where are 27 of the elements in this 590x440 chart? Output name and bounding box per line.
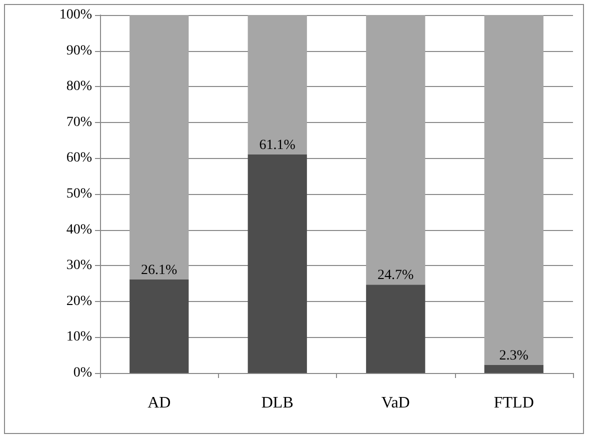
- bar: [248, 15, 307, 154]
- x-tick-label: VaD: [381, 394, 410, 412]
- data-label: 26.1%: [141, 263, 178, 278]
- y-tick-label: 50%: [66, 186, 92, 202]
- y-tick-label: 80%: [66, 79, 92, 94]
- data-label: 2.3%: [499, 348, 529, 364]
- bar: [484, 364, 544, 373]
- bar: [130, 15, 189, 280]
- bar: [130, 280, 189, 373]
- bar: [366, 284, 426, 373]
- data-label: 61.1%: [259, 138, 296, 153]
- y-tick-label: 100%: [59, 8, 92, 22]
- y-tick-label: 70%: [66, 114, 92, 130]
- x-tick-label: FTLD: [494, 394, 534, 412]
- y-tick-label: 20%: [66, 294, 92, 309]
- data-label: 24.7%: [378, 268, 414, 284]
- y-tick-label: 30%: [66, 258, 92, 274]
- x-tick-label: DLB: [261, 394, 294, 412]
- y-tick-label: 10%: [66, 330, 92, 345]
- bar: [366, 15, 426, 285]
- bar: [248, 154, 307, 373]
- x-tick-label: AD: [148, 394, 171, 412]
- y-tick-label: 0%: [73, 366, 92, 380]
- y-tick-label: 40%: [66, 222, 92, 238]
- y-tick-label: 60%: [66, 150, 92, 166]
- bar: [484, 15, 544, 365]
- y-tick-label: 90%: [66, 43, 92, 58]
